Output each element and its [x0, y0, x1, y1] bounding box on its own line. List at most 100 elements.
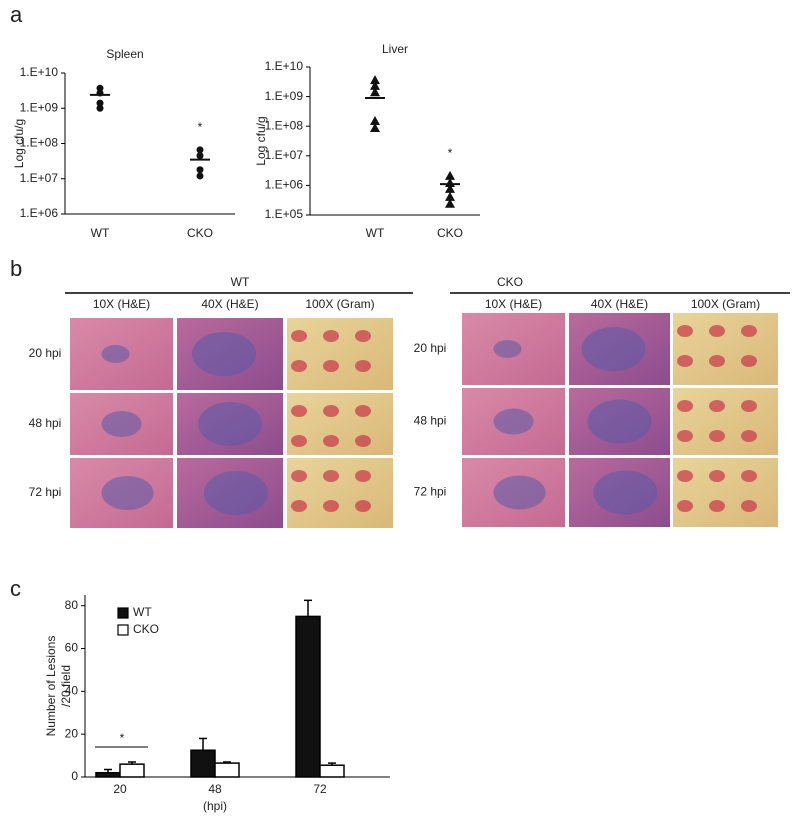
- row-label: 20 hpi: [414, 341, 447, 355]
- data-point: [96, 84, 104, 92]
- lesion: [581, 327, 646, 371]
- micrograph: [673, 388, 778, 455]
- data-point: [196, 166, 204, 174]
- cell: [323, 435, 339, 447]
- annotation: *: [448, 146, 453, 160]
- bar: [95, 771, 121, 778]
- data-point: [196, 152, 204, 160]
- row-label: 72 hpi: [414, 485, 447, 499]
- y-tick-label: 1.E+09: [20, 100, 59, 114]
- y-tick-label: 1.E+09: [265, 89, 304, 103]
- x-axis-label: (hpi): [203, 799, 227, 813]
- x-tick-label: 20: [113, 782, 127, 796]
- y-tick-label: 1.E+10: [265, 59, 304, 73]
- annotation: *: [120, 731, 125, 745]
- cell: [677, 400, 693, 412]
- cell: [355, 500, 371, 512]
- column-header: 100X (Gram): [691, 297, 760, 311]
- micrograph: [287, 318, 393, 390]
- y-tick-label: 1.E+08: [20, 136, 59, 150]
- cell: [709, 430, 725, 442]
- x-tick-label: CKO: [187, 226, 213, 240]
- y-tick-label: 1.E+07: [20, 171, 59, 185]
- cell: [741, 400, 757, 412]
- y-tick-label: 40: [65, 684, 79, 698]
- x-tick-label: 48: [208, 782, 222, 796]
- cell: [323, 470, 339, 482]
- data-point: [96, 99, 104, 107]
- cell: [355, 435, 371, 447]
- histology-panel: WT 10X (H&E) 40X (H&E) 100X (Gram) 20 hpi 48 …: [29, 275, 790, 528]
- y-tick-label: 1.E+06: [265, 178, 304, 192]
- lesion: [101, 476, 154, 510]
- row-label: 20 hpi: [29, 346, 62, 360]
- cell: [355, 470, 371, 482]
- y-axis-label: Log cfu/g: [254, 116, 268, 165]
- bar: [190, 749, 216, 778]
- cell: [709, 500, 725, 512]
- micrograph: [673, 458, 778, 527]
- group-header: WT: [231, 275, 250, 289]
- y-tick-label: 1.E+06: [20, 206, 59, 220]
- lesion: [593, 470, 658, 515]
- cell: [323, 500, 339, 512]
- column-header: 10X (H&E): [485, 297, 542, 311]
- data-point: [445, 191, 455, 201]
- cell: [741, 325, 757, 337]
- y-tick-label: 0: [71, 769, 78, 783]
- lesion: [493, 408, 534, 435]
- cell: [323, 405, 339, 417]
- lesion: [204, 471, 268, 515]
- cell: [741, 470, 757, 482]
- cell: [709, 355, 725, 367]
- cell: [709, 470, 725, 482]
- cell: [291, 500, 307, 512]
- cell: [291, 360, 307, 372]
- cell: [677, 500, 693, 512]
- data-point: [445, 170, 455, 180]
- panel-label: a: [10, 2, 23, 27]
- bar: [319, 764, 345, 778]
- bar: [119, 763, 145, 778]
- lesion: [587, 399, 652, 444]
- data-point: [370, 75, 380, 85]
- data-point: [96, 104, 104, 112]
- annotation: *: [198, 120, 203, 134]
- cell: [677, 325, 693, 337]
- cell: [323, 360, 339, 372]
- data-point: [445, 183, 455, 193]
- x-tick-label: 72: [313, 782, 327, 796]
- y-tick-label: 1.E+07: [265, 148, 304, 162]
- y-axis-label: Log cfu/g: [12, 119, 26, 168]
- lesion: [493, 340, 522, 358]
- x-tick-label: WT: [366, 226, 385, 240]
- data-point: [196, 172, 204, 180]
- cell: [355, 360, 371, 372]
- panel-label: b: [10, 256, 22, 281]
- lesion: [493, 475, 546, 510]
- cell: [291, 405, 307, 417]
- column-header: 100X (Gram): [305, 297, 374, 311]
- row-label: 48 hpi: [414, 414, 447, 428]
- cell: [677, 355, 693, 367]
- y-tick-label: 20: [65, 726, 79, 740]
- y-axis-label: Number of Lesions: [44, 636, 58, 737]
- cell: [355, 330, 371, 342]
- y-tick-label: 80: [65, 598, 79, 612]
- y-tick-label: 1.E+05: [265, 207, 304, 221]
- cell: [291, 470, 307, 482]
- column-header: 40X (H&E): [201, 297, 258, 311]
- micrograph: [287, 458, 393, 528]
- lesion: [101, 345, 130, 363]
- cell: [355, 405, 371, 417]
- x-tick-label: CKO: [437, 226, 463, 240]
- row-label: 72 hpi: [29, 485, 62, 499]
- legend-label: WT: [133, 605, 152, 619]
- chart-title: Spleen: [106, 47, 143, 61]
- lesion: [198, 402, 262, 446]
- lesion: [192, 332, 256, 376]
- legend-swatch: [117, 607, 129, 619]
- group-header: CKO: [497, 275, 523, 289]
- column-header: 10X (H&E): [93, 297, 150, 311]
